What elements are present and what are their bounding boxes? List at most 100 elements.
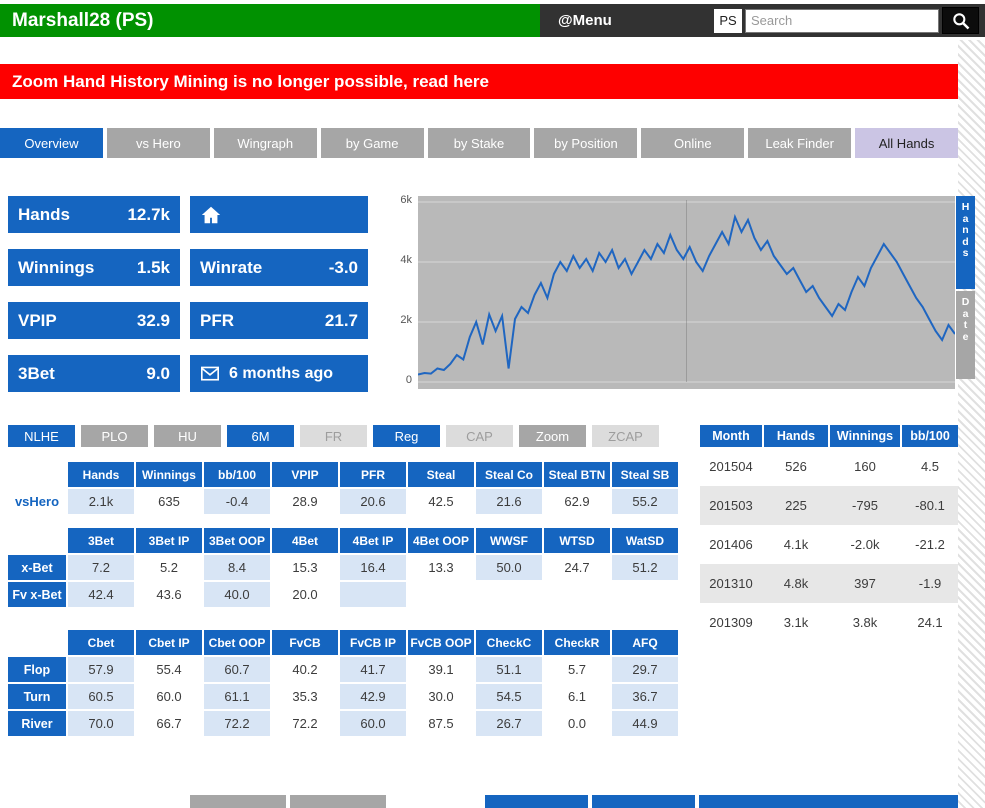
stat-winnings-label: Winnings [18, 257, 95, 277]
cutoff-filter-button[interactable] [290, 795, 386, 808]
tab-online[interactable]: Online [641, 128, 745, 158]
col-header-afq: AFQ [612, 630, 678, 655]
stat-cell: 635 [136, 489, 202, 514]
tab-by-stake[interactable]: by Stake [427, 128, 531, 158]
tab-overview[interactable]: Overview [0, 128, 103, 158]
stat-winnings: Winnings 1.5k [8, 249, 180, 286]
monthly-cell: 201310 [709, 576, 753, 591]
stat-row-turn: Turn 60.5 60.0 61.1 35.3 42.9 30.0 54.5 6.1 36.7 [8, 684, 678, 709]
stat-hands-label: Hands [18, 204, 70, 224]
stat-cell: 20.0 [272, 582, 338, 607]
stat-header-row: Hands Winnings bb/100 VPIP PFR Steal Steal Co S… [8, 462, 678, 487]
col-header-checkc: CheckC [476, 630, 542, 655]
chart-tab-hands[interactable]: H a n d s [956, 196, 975, 289]
search-input[interactable] [745, 8, 939, 33]
stat-cell: 2.1k [68, 489, 134, 514]
player-title-bar: Marshall28 (PS) [0, 4, 540, 37]
filter-fr[interactable]: FR [300, 425, 367, 447]
cutoff-table-header [485, 795, 588, 808]
tab-by-position[interactable]: by Position [534, 128, 638, 158]
col-header-wtsd: WTSD [544, 528, 610, 553]
col-header-checkr: CheckR [544, 630, 610, 655]
monthly-row-201310[interactable]: 201310 4.8k 397 -1.9 [700, 564, 958, 603]
monthly-cell: 225 [785, 498, 807, 513]
col-header-bb-100: bb/100 [204, 462, 270, 487]
stat-cell: 44.9 [612, 711, 678, 736]
row-label-turn: Turn [8, 684, 66, 709]
stat-cell: 62.9 [544, 489, 610, 514]
filter-zcap[interactable]: ZCAP [592, 425, 659, 447]
tab-vs-hero[interactable]: vs Hero [106, 128, 210, 158]
stat-winrate-label: Winrate [200, 257, 263, 277]
col-header-wwsf: WWSF [476, 528, 542, 553]
stat-cell: 42.5 [408, 489, 474, 514]
cutoff-filter-button[interactable] [190, 795, 286, 808]
row-label-flop: Flop [8, 657, 66, 682]
filter-6m[interactable]: 6M [227, 425, 294, 447]
stat-cell: 35.3 [272, 684, 338, 709]
stat-cell [408, 582, 474, 607]
monthly-cell: 4.8k [783, 576, 809, 591]
monthly-cell: -1.9 [918, 576, 942, 591]
filter-cap[interactable]: CAP [446, 425, 513, 447]
notice-banner[interactable]: Zoom Hand History Mining is no longer po… [0, 64, 958, 99]
monthly-col-month: Month [700, 425, 762, 447]
stat-cell: 61.1 [204, 684, 270, 709]
y-axis-label-0: 0 [405, 374, 412, 386]
stat-cell: 60.0 [136, 684, 202, 709]
col-header-steal-sb: Steal SB [612, 462, 678, 487]
col-header-fvcb: FvCB [272, 630, 338, 655]
filter-hu[interactable]: HU [154, 425, 221, 447]
home-box[interactable] [190, 196, 368, 233]
page-margin-pattern [958, 40, 985, 808]
stat-cell: 57.9 [68, 657, 134, 682]
stat-3bet: 3Bet 9.0 [8, 355, 180, 392]
site-tag: PS [714, 8, 742, 33]
chart-tab-date[interactable]: D a t e [956, 291, 975, 379]
stat-3bet-value: 9.0 [146, 363, 170, 383]
stat-row-vshero: vsHero 2.1k 635 -0.4 28.9 20.6 42.5 21.6 62.9 55.… [8, 489, 678, 514]
stat-cell: 51.1 [476, 657, 542, 682]
filter-nlhe[interactable]: NLHE [8, 425, 75, 447]
stat-cell: 72.2 [272, 711, 338, 736]
tab-wingraph[interactable]: Wingraph [213, 128, 317, 158]
tab-by-game[interactable]: by Game [320, 128, 424, 158]
hands-graph [417, 196, 956, 389]
tab-leak-finder[interactable]: Leak Finder [748, 128, 852, 158]
stat-vpip-value: 32.9 [136, 310, 170, 330]
y-axis-label-6k: 6k [400, 194, 412, 206]
stat-cell: 16.4 [340, 555, 406, 580]
vshero-table: Hands Winnings bb/100 VPIP PFR Steal Steal Co S… [8, 462, 678, 516]
stat-cell: 87.5 [408, 711, 474, 736]
menu-link[interactable]: @Menu [558, 12, 612, 29]
stat-vpip: VPIP 32.9 [8, 302, 180, 339]
stat-hands: Hands 12.7k [8, 196, 180, 233]
stat-cell: 50.0 [476, 555, 542, 580]
stat-cell: 51.2 [612, 555, 678, 580]
monthly-row-201406[interactable]: 201406 4.1k -2.0k -21.2 [700, 525, 958, 564]
stat-cell: 26.7 [476, 711, 542, 736]
stat-cell [476, 582, 542, 607]
monthly-cell: 201503 [709, 498, 753, 513]
col-header-steal: Steal [408, 462, 474, 487]
monthly-cell: -795 [851, 498, 879, 513]
stat-cell: 21.6 [476, 489, 542, 514]
search-button[interactable] [942, 7, 979, 34]
filter-plo[interactable]: PLO [81, 425, 148, 447]
filter-zoom[interactable]: Zoom [519, 425, 586, 447]
monthly-header-row: Month Hands Winnings bb/100 [700, 425, 958, 447]
monthly-col-bb-100: bb/100 [902, 425, 958, 447]
monthly-row-201309[interactable]: 201309 3.1k 3.8k 24.1 [700, 603, 958, 642]
filter-reg[interactable]: Reg [373, 425, 440, 447]
monthly-cell: 201309 [709, 615, 753, 630]
monthly-cell: 4.1k [783, 537, 809, 552]
monthly-row-201503[interactable]: 201503 225 -795 -80.1 [700, 486, 958, 525]
monthly-cell: 201406 [709, 537, 753, 552]
monthly-cell: 24.1 [917, 615, 943, 630]
monthly-cell: 201504 [709, 459, 753, 474]
tab-all-hands[interactable]: All Hands [855, 128, 959, 158]
y-axis-label-2k: 2k [400, 314, 412, 326]
monthly-row-201504[interactable]: 201504 526 160 4.5 [700, 447, 958, 486]
col-header-3bet-ip: 3Bet IP [136, 528, 202, 553]
stat-cell: 15.3 [272, 555, 338, 580]
